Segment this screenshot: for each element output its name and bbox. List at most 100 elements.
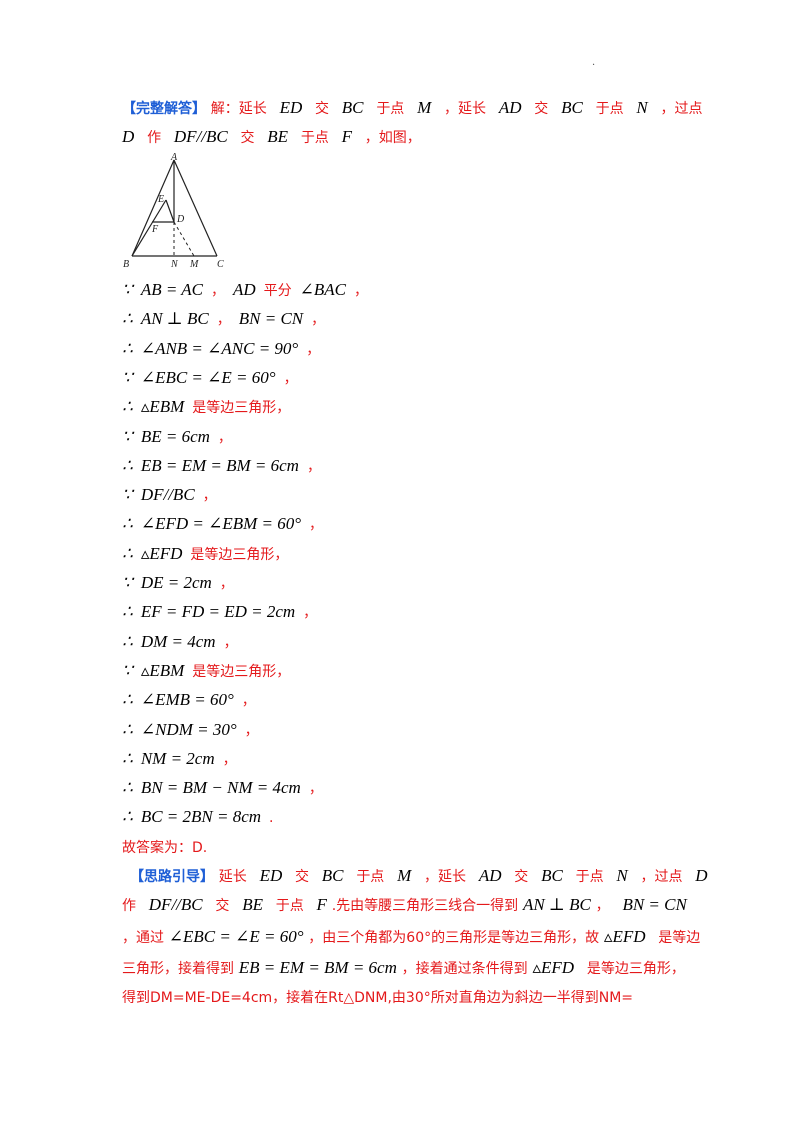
intro-text: 交 xyxy=(315,101,330,117)
guide-text: 三角形，接着得到 xyxy=(122,961,234,977)
math-DF-parallel-BC: DF//BC xyxy=(148,895,203,914)
proof-step: ∴ BN = BM − NM = 4cm ， xyxy=(122,778,331,799)
solution-intro-line-1: 【完整解答】 解：延长 ED 交 BC 于点 M ，延长 AD 交 BC 于点 … xyxy=(122,98,702,119)
page-mark: · xyxy=(592,60,596,71)
intro-text: 于点 xyxy=(300,130,329,146)
guide-text: 延长 xyxy=(218,869,247,885)
guide-text: 是等边 xyxy=(658,930,701,946)
proof-text: ， xyxy=(210,283,225,299)
label-A: A xyxy=(170,152,178,163)
guide-text: 作 xyxy=(122,898,136,914)
guide-line-5: 得到DM=ME-DE=4cm，接着在Rt△DNM,由30°所对直角边为斜边一半得… xyxy=(122,990,634,1006)
proof-math: ∠EFD = ∠EBM = 60° xyxy=(140,514,302,533)
math-N: N xyxy=(636,98,648,117)
proof-text: ， xyxy=(223,635,238,651)
guide-text: 交 xyxy=(514,869,529,885)
math-triangle-EFD: ▵EFD xyxy=(532,958,575,977)
guide-text: ，通过 xyxy=(122,930,164,946)
proof-text: ， xyxy=(222,752,237,768)
proof-text: ， xyxy=(283,371,298,387)
proof-step: ∵ DE = 2cm ， xyxy=(122,573,242,594)
proof-step: ∴ ▵EBM 是等边三角形， xyxy=(122,397,298,418)
proof-step: ∴ ∠ANB = ∠ANC = 90° ， xyxy=(122,339,328,360)
segment-ED xyxy=(165,199,175,223)
proof-text: ， xyxy=(311,312,326,328)
proof-symbol: ∵ xyxy=(122,280,133,299)
proof-symbol: ∴ xyxy=(122,544,133,563)
proof-text: . xyxy=(269,810,274,826)
proof-text: ， xyxy=(354,283,369,299)
proof-math: ∠ANB = ∠ANC = 90° xyxy=(140,339,299,358)
proof-text: ， xyxy=(306,459,321,475)
proof-math: AB = AC xyxy=(140,280,203,299)
guide-text: .先由等腰三角形三线合一得到 xyxy=(331,898,519,914)
proof-math: ▵EFD xyxy=(140,544,183,563)
guide-text: ， xyxy=(595,898,610,914)
proof-text: 平分 xyxy=(263,283,292,299)
segment-AC xyxy=(173,159,218,257)
proof-text: 是等边三角形， xyxy=(190,547,289,563)
intro-text: 作 xyxy=(147,130,162,146)
segment-BE xyxy=(131,199,167,257)
math-AD: AD xyxy=(478,866,502,885)
proof-symbol: ∵ xyxy=(122,661,133,680)
segment-DM xyxy=(173,221,195,257)
proof-symbol: ∴ xyxy=(122,720,133,739)
intro-text: 交 xyxy=(240,130,255,146)
label-B: B xyxy=(123,259,129,270)
math-ED: ED xyxy=(279,98,303,117)
label-C: C xyxy=(217,259,224,270)
proof-text: ， xyxy=(219,576,234,592)
math-D: D xyxy=(122,127,135,146)
proof-text: 是等边三角形， xyxy=(192,664,291,680)
proof-math: ∠EMB = 60° xyxy=(140,690,234,709)
intro-text: ，过点 xyxy=(660,101,703,117)
guide-text: 于点 xyxy=(575,869,604,885)
math-triangle-EFD: ▵EFD xyxy=(603,927,646,946)
math-D: D xyxy=(695,866,708,885)
proof-math: EB = EM = BM = 6cm xyxy=(140,456,299,475)
proof-step: ∴ EF = FD = ED = 2cm ， xyxy=(122,602,325,623)
guide-text: 于点 xyxy=(275,898,304,914)
math-BC: BC xyxy=(321,866,344,885)
proof-symbol: ∴ xyxy=(122,632,133,651)
math-F: F xyxy=(316,895,327,914)
math-ED: ED xyxy=(259,866,283,885)
proof-text: ， xyxy=(216,312,231,328)
segment-AB xyxy=(131,159,175,257)
proof-step: ∵ ▵EBM 是等边三角形， xyxy=(122,661,298,682)
proof-symbol: ∵ xyxy=(122,427,133,446)
proof-text: ， xyxy=(217,430,232,446)
proof-math: DE = 2cm xyxy=(140,573,212,592)
proof-symbol: ∴ xyxy=(122,749,133,768)
math-BE: BE xyxy=(267,127,289,146)
proof-math: BN = CN xyxy=(238,309,304,328)
proof-step: ∴ ∠NDM = 30° ， xyxy=(122,720,267,741)
proof-text: ， xyxy=(308,781,323,797)
proof-symbol: ∴ xyxy=(122,339,133,358)
proof-text: ， xyxy=(309,517,324,533)
math-BN-eq-CN: BN = CN xyxy=(622,895,687,914)
math-BC: BC xyxy=(341,98,364,117)
math-M: M xyxy=(417,98,432,117)
proof-step: ∵ DF//BC ， xyxy=(122,485,225,506)
proof-symbol: ∵ xyxy=(122,368,133,387)
guide-line-3: ，通过 ∠EBC = ∠E = 60° ，由三个角都为60°的三角形是等边三角形… xyxy=(122,927,700,948)
guide-text: ，接着通过条件得到 xyxy=(401,961,528,977)
guide-line-1: 【思路引导】 延长 ED 交 BC 于点 M ，延长 AD 交 BC 于点 N … xyxy=(130,866,708,887)
guide-text: 交 xyxy=(295,869,310,885)
proof-step: ∵ AB = AC ， AD 平分 ∠BAC ， xyxy=(122,280,376,301)
proof-step: ∴ EB = EM = BM = 6cm ， xyxy=(122,456,329,477)
proof-text: ， xyxy=(241,693,256,709)
proof-symbol: ∴ xyxy=(122,602,133,621)
proof-symbol: ∴ xyxy=(122,807,133,826)
proof-text: ， xyxy=(306,342,321,358)
proof-math: ▵EBM xyxy=(140,397,185,416)
proof-symbol: ∴ xyxy=(122,690,133,709)
guide-text: 于点 xyxy=(356,869,385,885)
proof-math: BN = BM − NM = 4cm xyxy=(140,778,301,797)
intro-text: 交 xyxy=(534,101,549,117)
math-EBC-equation: ∠EBC = ∠E = 60° xyxy=(168,927,304,946)
proof-math: AN ⊥ BC xyxy=(140,309,209,328)
solution-tag: 【完整解答】 xyxy=(122,101,206,117)
